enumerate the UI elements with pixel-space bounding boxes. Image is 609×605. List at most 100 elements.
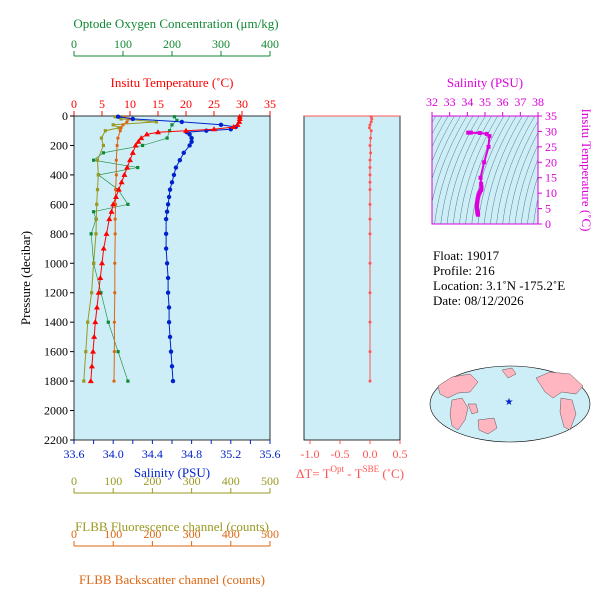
delta-tick-label: -1.0 — [301, 447, 320, 461]
salinity-point — [187, 143, 192, 148]
oxygen-point — [89, 232, 93, 236]
pressure-tick-label: 1800 — [44, 374, 68, 388]
pressure-tick-label: 2200 — [44, 433, 68, 447]
float-id: Float: 19017 — [433, 248, 500, 263]
salinity-tick-label: 34.4 — [142, 447, 163, 461]
temperature-point — [93, 304, 100, 310]
temperature-point — [103, 230, 110, 236]
delta-point — [368, 202, 372, 206]
ts-ytick-label: 10 — [545, 186, 557, 200]
oxygen-point — [92, 210, 96, 214]
map-continents — [437, 367, 584, 435]
temperature-point — [106, 216, 113, 222]
main-plot-area — [73, 115, 271, 441]
salinity-point — [163, 246, 169, 251]
pressure-axis-title: Pressure (decibar) — [18, 231, 33, 325]
ts-point — [482, 160, 487, 165]
salinity-point — [166, 194, 172, 200]
delta-point — [369, 129, 373, 133]
pressure-tick-label: 1200 — [44, 286, 68, 300]
ts-isopycnal — [496, 116, 536, 224]
delta-tick-label: 0.0 — [363, 447, 378, 461]
fluorescence-point — [154, 120, 158, 124]
oxygen-point — [106, 320, 110, 324]
ts-isopycnal — [490, 116, 529, 224]
temperature-tick-label: 20 — [180, 97, 192, 111]
ts-ytick-label: 15 — [545, 171, 557, 185]
salinity-series — [115, 114, 238, 384]
temperature-point — [138, 135, 145, 141]
temperature-point — [115, 186, 122, 192]
salinity-point — [171, 172, 177, 178]
temperature-point — [88, 363, 95, 369]
ts-point — [479, 181, 484, 186]
temperature-point — [236, 115, 243, 121]
fluorescence-tick-label: 300 — [183, 474, 201, 488]
temperature-point — [108, 208, 115, 214]
salinity-point — [167, 187, 173, 192]
ts-isopycnal — [502, 120, 538, 224]
oxygen-tick-label: 100 — [114, 37, 132, 51]
delta-point — [368, 379, 372, 383]
ts-isopycnal — [477, 116, 517, 224]
fluorescence-point — [94, 232, 98, 236]
salinity-point — [130, 116, 135, 122]
ts-point — [484, 131, 489, 136]
ts-ytick-label: 20 — [545, 155, 557, 169]
ts-isopycnal — [508, 131, 538, 224]
ts-xtick-label: 35 — [479, 95, 491, 109]
temperature-point — [100, 245, 107, 251]
pressure-tick-label: 0 — [62, 109, 68, 123]
salinity-point — [179, 119, 184, 125]
salinity-axis: 33.6 34.0 34.4 34.8 35.2 35.6 Salinity (PSU) — [64, 440, 281, 480]
float-location: Location: 3.1˚N -175.2˚E — [433, 278, 566, 293]
backscatter-point — [115, 143, 119, 148]
ts-isopycnal — [432, 116, 468, 204]
backscatter-point — [112, 350, 116, 354]
temperature-tick-label: 10 — [124, 97, 136, 111]
backscatter-point — [113, 232, 117, 236]
fluorescence-point — [119, 117, 123, 121]
ts-xtick-label: 34 — [461, 95, 473, 109]
salinity-point — [169, 180, 175, 185]
salinity-tick-label: 35.2 — [220, 447, 241, 461]
backscatter-tick-label: 200 — [143, 527, 161, 541]
pressure-tick-label: 1600 — [44, 345, 68, 359]
delta-point — [368, 291, 372, 295]
salinity-point — [165, 275, 171, 281]
delta-point — [368, 188, 372, 192]
temperature-point — [135, 138, 142, 144]
fluorescence-point — [101, 143, 105, 148]
salinity-point — [189, 135, 194, 141]
temperature-point — [127, 157, 133, 163]
ts-series-layer — [466, 130, 492, 217]
temperature-tick-label: 0 — [71, 97, 77, 111]
delta-point — [368, 166, 372, 170]
temperature-point — [129, 149, 136, 155]
backscatter-point — [112, 320, 116, 324]
delta-series-layer — [367, 115, 374, 383]
pressure-tick-label: 1000 — [44, 256, 68, 270]
fluorescence-point — [95, 188, 100, 192]
ts-isopycnal — [471, 116, 511, 224]
temperature-point — [87, 378, 94, 384]
delta-axis-title: ΔT= TOpt - TSBE (˚C) — [296, 464, 404, 481]
temperature-series — [87, 113, 243, 384]
ts-isopycnal — [527, 175, 538, 224]
oxygen-point — [126, 202, 130, 206]
fluorescence-tick-label: 400 — [222, 474, 240, 488]
fluorescence-point — [113, 115, 117, 119]
ts-point — [476, 212, 481, 217]
delta-tick-label: -0.5 — [331, 447, 350, 461]
delta-point — [368, 180, 372, 184]
oxygen-point — [165, 136, 169, 140]
salinity-point — [115, 114, 121, 119]
fluorescence-point — [117, 126, 121, 130]
oxygen-point — [172, 115, 177, 119]
salinity-point — [170, 378, 176, 384]
fluorescence-tick-label: 500 — [261, 474, 279, 488]
oxygen-tick-label: 400 — [261, 37, 279, 51]
temperature-tick-label: 5 — [99, 97, 105, 111]
salinity-point — [189, 139, 194, 144]
fluorescence-tick-label: 0 — [71, 474, 77, 488]
